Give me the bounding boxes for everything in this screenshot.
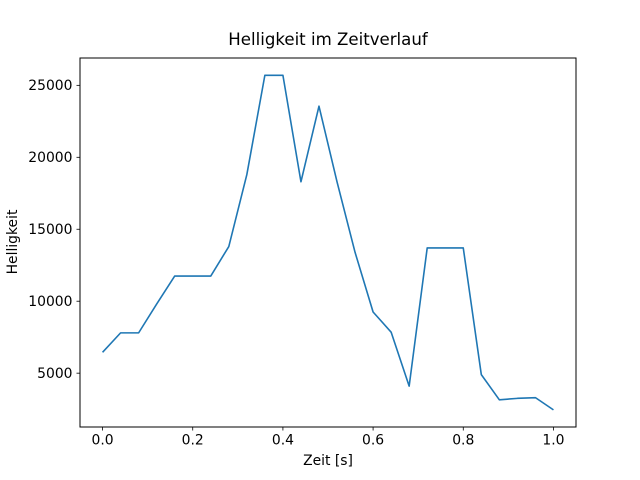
- x-tick-label: 0.0: [91, 433, 113, 449]
- plot-layer: 0.0 0.2 0.4 0.6 0.8 1.0 5000 10000 15000 20000 250…: [28, 57, 577, 449]
- x-tick-label: 0.2: [182, 433, 204, 449]
- y-tick-label: 5000: [37, 366, 72, 382]
- plot-border: [79, 57, 577, 428]
- y-tick-label: 20000: [28, 150, 72, 166]
- y-tick-label: 10000: [28, 294, 72, 310]
- x-tick-label: 0.6: [362, 433, 384, 449]
- y-axis-label: Helligkeit: [5, 209, 21, 274]
- y-tick-label: 15000: [28, 222, 72, 238]
- x-tick-label: 0.4: [272, 433, 294, 449]
- chart-title: Helligkeit im Zeitverlauf: [228, 30, 429, 49]
- x-tick-label: 0.8: [452, 433, 474, 449]
- x-axis-label: Zeit [s]: [303, 453, 353, 469]
- x-tick-label: 1.0: [542, 433, 564, 449]
- data-line: [101, 74, 554, 411]
- y-tick-label: 25000: [28, 78, 72, 94]
